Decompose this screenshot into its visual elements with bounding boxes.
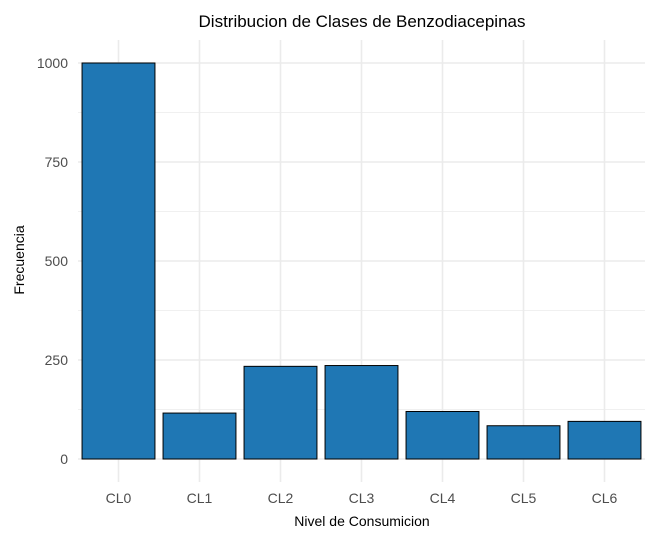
y-axis-title: Frecuencia [11,225,27,294]
bar-cl5 [486,425,561,460]
y-tick-label: 0 [60,451,68,467]
x-axis-ticks: CL0 CL1 CL2 CL3 CL4 CL5 CL6 [106,490,618,506]
chart-title: Distribucion de Clases de Benzodiacepina… [199,12,526,31]
y-tick-label: 500 [45,253,69,269]
x-tick-label: CL0 [106,490,132,506]
x-tick-label: CL1 [187,490,213,506]
bar-cl6 [567,420,642,460]
x-tick-label: CL4 [430,490,456,506]
x-tick-label: CL3 [349,490,375,506]
x-tick-label: CL6 [592,490,618,506]
x-tick-label: CL2 [268,490,294,506]
y-axis-ticks: 0 250 500 750 1000 [37,55,68,467]
x-tick-label: CL5 [511,490,537,506]
y-tick-label: 250 [45,352,69,368]
x-axis-title: Nivel de Consumicion [294,513,429,529]
y-tick-label: 750 [45,154,69,170]
bars [81,62,642,460]
bar-cl3 [324,365,399,460]
bar-cl2 [243,365,318,460]
bar-cl1 [162,412,237,460]
y-tick-label: 1000 [37,55,68,71]
bar-cl4 [405,410,480,460]
bar-cl0 [81,62,156,460]
